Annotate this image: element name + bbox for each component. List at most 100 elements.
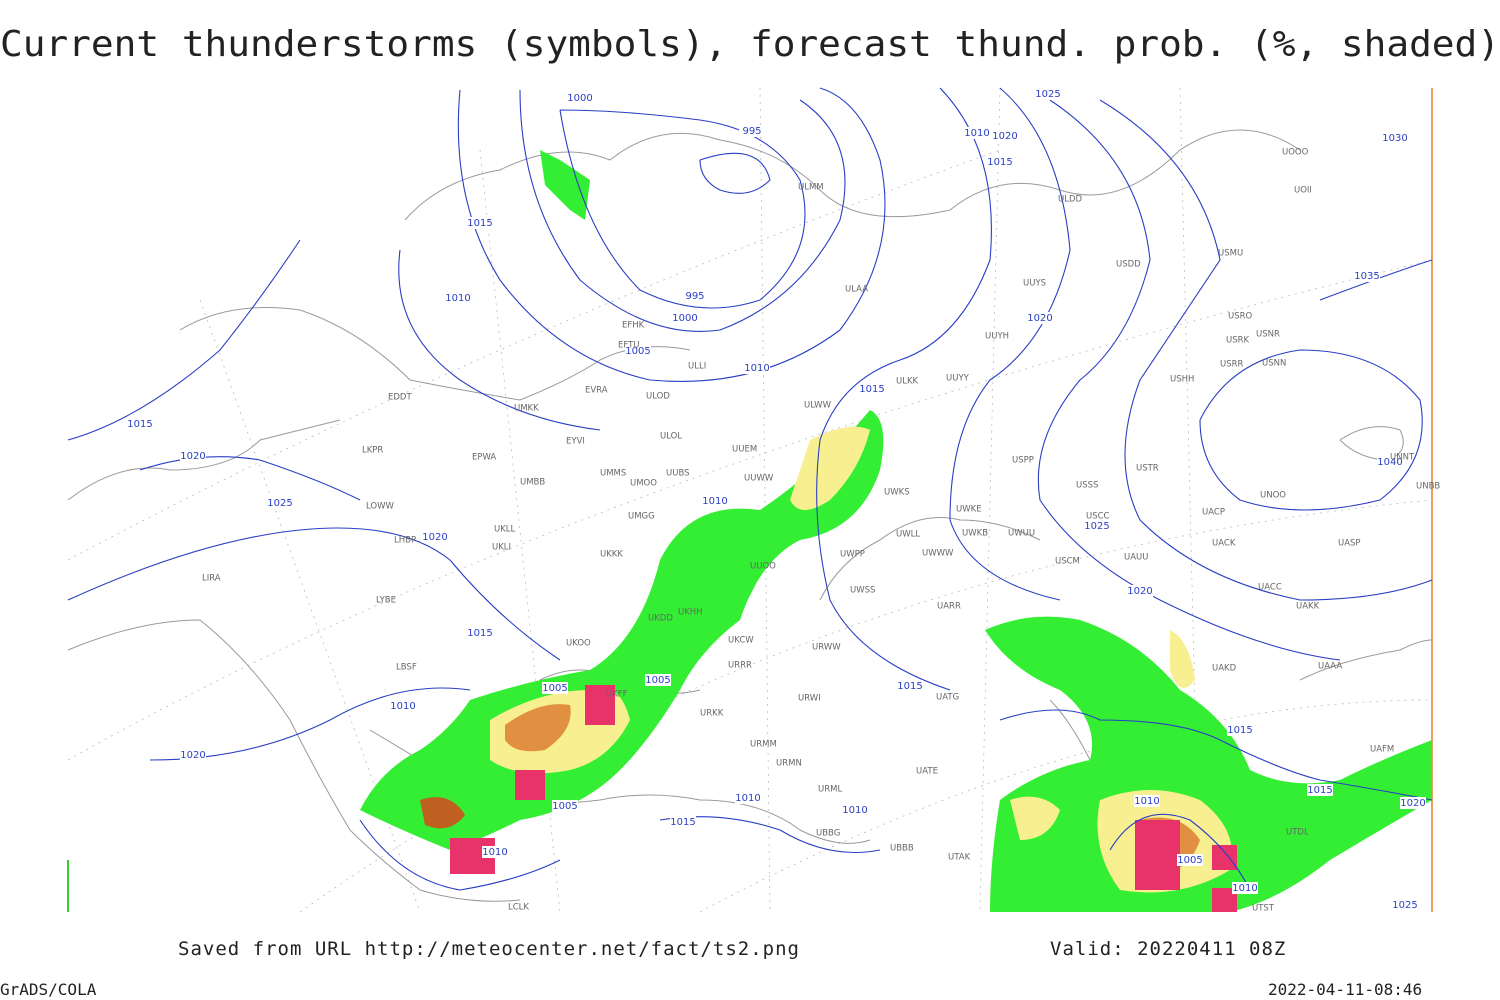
isobar-label: 1020 bbox=[422, 532, 447, 543]
isobar-label-bg bbox=[625, 345, 651, 357]
station-label: UNBB bbox=[1416, 482, 1440, 492]
isobar-label-bg bbox=[744, 362, 770, 374]
station-label: UACP bbox=[1202, 508, 1225, 518]
isobar-label: 1020 bbox=[180, 451, 205, 462]
isobar-label: 1010 bbox=[744, 363, 769, 374]
saved-from: Saved from URL http://meteocenter.net/fa… bbox=[178, 938, 800, 960]
isobar-label: 1040 bbox=[1377, 457, 1402, 468]
station-label: UKLI bbox=[492, 543, 511, 553]
isobar-label: 1010 bbox=[390, 701, 415, 712]
isobar-label: 1010 bbox=[482, 847, 507, 858]
station-label: UAKK bbox=[1296, 602, 1320, 612]
station-label: URRR bbox=[728, 661, 752, 671]
station-label: UWPP bbox=[840, 550, 865, 560]
station-label: UUYS bbox=[1023, 279, 1046, 289]
isobar-label: 1005 bbox=[645, 675, 670, 686]
isobar-label: 1010 bbox=[445, 293, 470, 304]
station-label: LYBE bbox=[376, 596, 396, 606]
isobar-label-bg bbox=[482, 846, 508, 858]
station-label: URWI bbox=[798, 694, 821, 704]
isobar-label-bg bbox=[467, 217, 493, 229]
isobar-label: 1020 bbox=[992, 131, 1017, 142]
station-label: UKCW bbox=[728, 636, 754, 646]
isobar-label: 1010 bbox=[964, 128, 989, 139]
isobar-label-bg bbox=[542, 682, 568, 694]
station-label: EPWA bbox=[472, 453, 496, 463]
station-label: LKPR bbox=[362, 446, 383, 456]
station-label: USDD bbox=[1116, 260, 1141, 270]
isobar-label-bg bbox=[859, 383, 885, 395]
station-label: UASP bbox=[1338, 539, 1361, 549]
station-label: URMN bbox=[776, 759, 802, 769]
station-label: USCM bbox=[1055, 557, 1080, 567]
station-label: UWKS bbox=[884, 488, 910, 498]
isobar-label-bg bbox=[267, 497, 293, 509]
station-label: EVRA bbox=[585, 386, 608, 396]
isobar-label: 1020 bbox=[1027, 313, 1052, 324]
station-label: LOWW bbox=[366, 502, 395, 512]
isobar-label-bg bbox=[735, 792, 761, 804]
station-label: UUEM bbox=[732, 445, 757, 455]
station-label: UATG bbox=[936, 693, 959, 703]
isobar-label: 1000 bbox=[672, 313, 697, 324]
station-label: UOOO bbox=[1282, 148, 1309, 158]
station-label: UWSS bbox=[850, 586, 875, 596]
station-label: UUYH bbox=[985, 332, 1009, 342]
station-label: UKKK bbox=[600, 550, 623, 560]
isobar-label-bg bbox=[390, 700, 416, 712]
isobar-label-bg bbox=[992, 130, 1018, 142]
station-label: UBBG bbox=[816, 829, 840, 839]
station-label: ULDD bbox=[1058, 195, 1083, 205]
station-label: UAAA bbox=[1318, 662, 1342, 672]
station-label: UUWW bbox=[744, 474, 774, 484]
station-label: UMKK bbox=[514, 404, 539, 414]
station-label: USNR bbox=[1256, 330, 1280, 340]
isobar-label-bg bbox=[1392, 899, 1418, 911]
station-label: USRO bbox=[1228, 312, 1253, 322]
thunderstorm-probability bbox=[360, 150, 1432, 912]
station-label: ULOD bbox=[646, 392, 670, 402]
station-label: USHH bbox=[1170, 375, 1194, 385]
isobar-label-bg bbox=[467, 627, 493, 639]
thunderstorm-symbols bbox=[450, 685, 1237, 912]
isobar-label: 1015 bbox=[1307, 785, 1332, 796]
isobar-label: 1015 bbox=[467, 218, 492, 229]
isobar-label-bg bbox=[987, 156, 1013, 168]
timestamp: 2022-04-11-08:46 bbox=[1268, 980, 1422, 999]
station-label: UKHH bbox=[678, 608, 703, 618]
isobar-label-bg bbox=[1134, 795, 1160, 807]
isobar-label-bg bbox=[1227, 724, 1253, 736]
station-label: UWKE bbox=[956, 505, 982, 515]
isobar-label-bg bbox=[1232, 882, 1258, 894]
isobar-label: 1015 bbox=[467, 628, 492, 639]
isobar-label: 1010 bbox=[702, 496, 727, 507]
isobar-label-bg bbox=[670, 816, 696, 828]
isobar-label: 1020 bbox=[1400, 798, 1425, 809]
station-label: URMM bbox=[750, 740, 777, 750]
station-label: UOII bbox=[1294, 186, 1312, 196]
station-label: USRK bbox=[1226, 336, 1250, 346]
isobar-label-bg bbox=[672, 312, 698, 324]
station-label: UWLL bbox=[896, 530, 920, 540]
isobar-label: 1015 bbox=[859, 384, 884, 395]
isobar-label: 1025 bbox=[1392, 900, 1417, 911]
isobar-label-bg bbox=[445, 292, 471, 304]
isobars bbox=[67, 87, 1433, 891]
station-label: UKOO bbox=[566, 639, 591, 649]
station-label: ULLI bbox=[688, 362, 706, 372]
station-label: UMGG bbox=[628, 512, 655, 522]
station-label: LIRA bbox=[202, 574, 221, 584]
station-label: EYVI bbox=[566, 437, 585, 447]
station-label: UMOO bbox=[630, 479, 657, 489]
station-label: UKLL bbox=[494, 525, 516, 535]
station-label: ULKK bbox=[896, 377, 919, 387]
isobar-label-bg bbox=[1035, 88, 1061, 100]
software: GrADS/COLA bbox=[0, 980, 97, 999]
isobar-label-bg bbox=[1177, 854, 1203, 866]
station-label: USTR bbox=[1136, 464, 1159, 474]
station-label: UUOO bbox=[750, 562, 776, 572]
isobar-label: 1010 bbox=[1134, 796, 1159, 807]
station-label: UBBB bbox=[890, 844, 914, 854]
